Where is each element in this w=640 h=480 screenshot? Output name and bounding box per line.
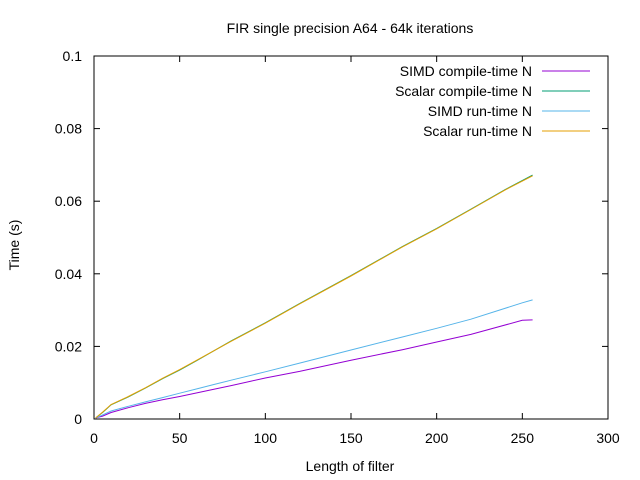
y-tick-label: 0	[74, 411, 82, 427]
y-axis-label: Time (s)	[6, 220, 22, 271]
y-tick-label: 0.08	[55, 121, 82, 137]
chart-title: FIR single precision A64 - 64k iteration…	[227, 20, 474, 36]
y-tick-label: 0.02	[55, 338, 82, 354]
legend-label: SIMD compile-time N	[400, 63, 532, 79]
x-tick-label: 50	[172, 430, 188, 446]
x-axis-ticks: 0 50 100 150 200 250 300	[90, 56, 620, 446]
legend-label: Scalar compile-time N	[395, 83, 532, 99]
x-tick-label: 200	[425, 430, 449, 446]
x-axis-label: Length of filter	[306, 458, 395, 474]
x-tick-label: 250	[511, 430, 535, 446]
series-line	[95, 319, 533, 419]
series-line	[95, 299, 533, 419]
legend: SIMD compile-time N Scalar compile-time N…	[395, 63, 590, 139]
series-line	[95, 175, 533, 419]
y-tick-label: 0.1	[63, 48, 83, 64]
y-tick-label: 0.04	[55, 266, 82, 282]
y-axis-ticks: 0 0.02 0.04 0.06 0.08 0.1	[55, 48, 608, 427]
y-tick-label: 0.06	[55, 193, 82, 209]
x-tick-label: 300	[596, 430, 620, 446]
legend-label: Scalar run-time N	[423, 123, 532, 139]
series-lines	[95, 174, 533, 419]
x-tick-label: 0	[90, 430, 98, 446]
legend-label: SIMD run-time N	[428, 103, 532, 119]
x-tick-label: 100	[254, 430, 278, 446]
x-tick-label: 150	[339, 430, 363, 446]
